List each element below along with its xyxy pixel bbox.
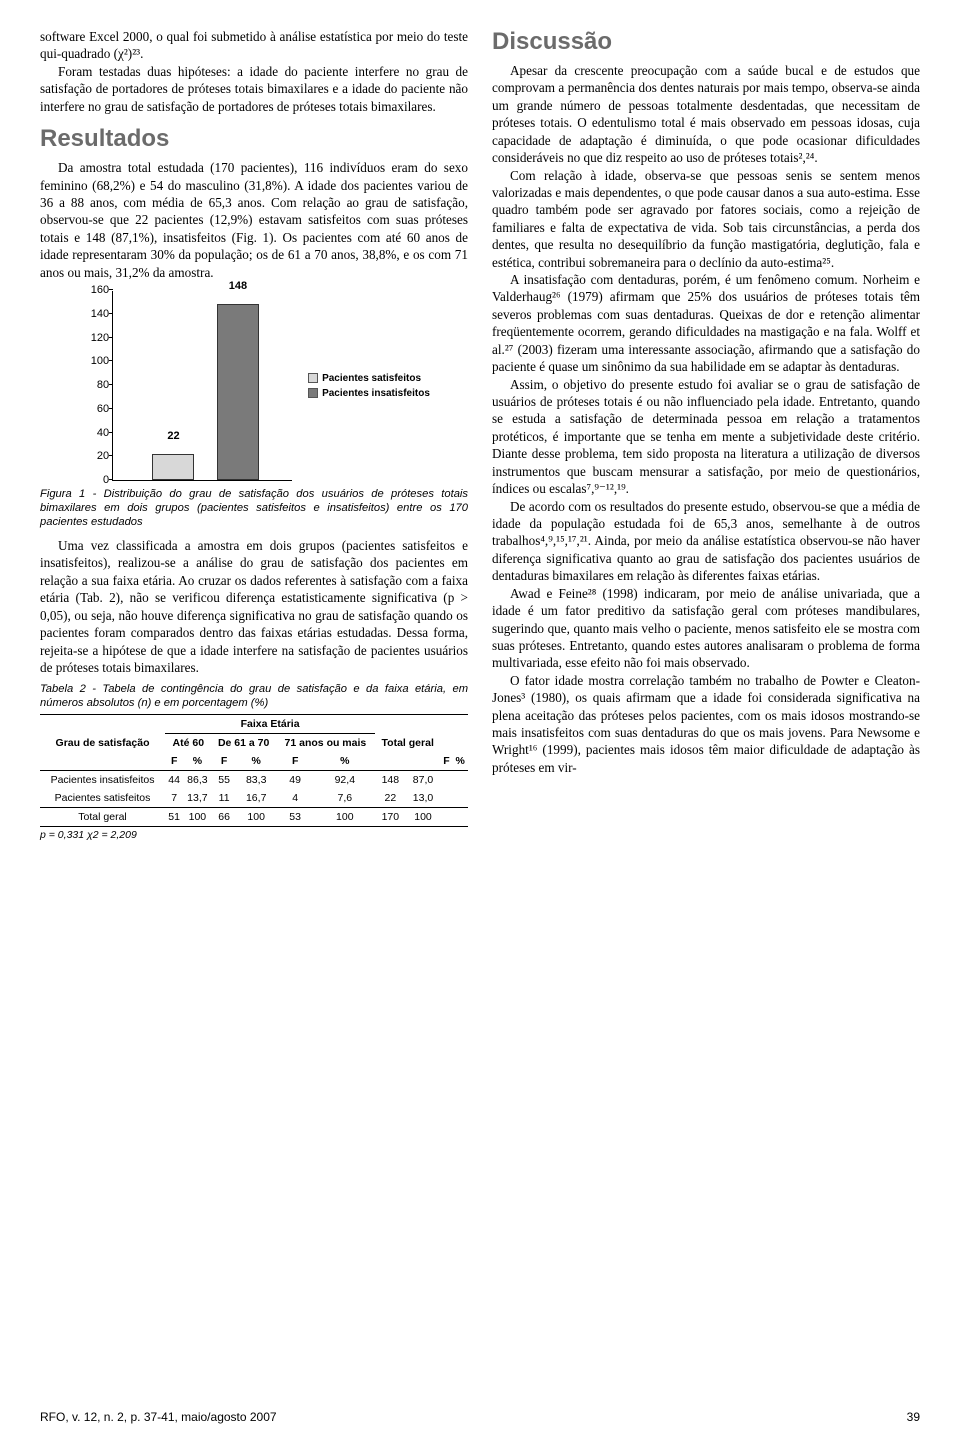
th-percent: % (237, 752, 276, 771)
th-age-2: De 61 a 70 (212, 734, 276, 753)
resultados-paragraph-1: Da amostra total estudada (170 pacientes… (40, 159, 468, 281)
data-cell: 100 (406, 808, 441, 827)
data-cell: 170 (375, 808, 406, 827)
chart-bar (152, 454, 194, 480)
figure-caption-lead: Figura 1 - (40, 488, 104, 500)
y-axis-tick-label: 20 (83, 450, 109, 462)
data-cell: 4 (276, 789, 315, 808)
th-total: Total geral (375, 715, 440, 771)
discussao-p4: Assim, o objetivo do presente estudo foi… (492, 376, 920, 498)
discussao-p1: Apesar da crescente preocupação com a sa… (492, 62, 920, 167)
y-axis-tick-label: 40 (83, 427, 109, 439)
data-cell: 66 (212, 808, 237, 827)
legend-item: Pacientes satisfeitos (308, 372, 430, 385)
data-cell: 16,7 (237, 789, 276, 808)
resultados-paragraph-2: Uma vez classificada a amostra em dois g… (40, 537, 468, 676)
footer-page-number: 39 (907, 1410, 920, 1424)
data-cell: 83,3 (237, 771, 276, 790)
row-label-cell: Pacientes insatisfeitos (40, 771, 165, 790)
y-axis-tick-label: 60 (83, 403, 109, 415)
chart-bar-label: 148 (229, 280, 247, 292)
discussao-p2: Com relação à idade, observa-se que pess… (492, 167, 920, 272)
bar-chart: 02040608010012014016022148 (112, 291, 292, 481)
chart-bar-label: 22 (167, 430, 179, 442)
table-2-caption: Tabela 2 - Tabela de contingência do gra… (40, 682, 468, 710)
table-2: Grau de satisfação Faixa Etária Total ge… (40, 714, 468, 827)
intro-paragraph-2: Foram testadas duas hipóteses: a idade d… (40, 63, 468, 115)
legend-item: Pacientes insatisfeitos (308, 387, 430, 400)
legend-label: Pacientes insatisfeitos (322, 387, 430, 400)
legend-label: Pacientes satisfeitos (322, 372, 421, 385)
discussao-p7: O fator idade mostra correlação também n… (492, 672, 920, 777)
data-cell: 11 (212, 789, 237, 808)
page-footer: RFO, v. 12, n. 2, p. 37-41, maio/agosto … (40, 1410, 920, 1424)
discussao-p3: A insatisfação com dentaduras, porém, é … (492, 271, 920, 376)
y-axis-tick-label: 80 (83, 379, 109, 391)
data-cell: 51 (165, 808, 183, 827)
data-cell: 86,3 (183, 771, 211, 790)
left-column: software Excel 2000, o qual foi submetid… (40, 28, 468, 841)
th-percent: % (315, 752, 376, 771)
table-caption-text: Tabela de contingência do grau de satisf… (40, 683, 468, 709)
row-label-cell: Pacientes satisfeitos (40, 789, 165, 808)
th-F: F (212, 752, 237, 771)
table-row: Total geral511006610053100170100 (40, 808, 468, 827)
y-axis-tick-label: 120 (83, 332, 109, 344)
table-row: Pacientes insatisfeitos4486,35583,34992,… (40, 771, 468, 790)
th-row-header: Grau de satisfação (40, 715, 165, 771)
table-caption-lead: Tabela 2 - (40, 683, 102, 695)
y-axis-tick-label: 140 (83, 308, 109, 320)
data-cell: 148 (375, 771, 406, 790)
data-cell: 100 (237, 808, 276, 827)
legend-swatch (308, 373, 318, 383)
th-F: F (276, 752, 315, 771)
resultados-heading: Resultados (40, 125, 468, 153)
data-cell: 100 (315, 808, 376, 827)
data-cell: 53 (276, 808, 315, 827)
data-cell: 7 (165, 789, 183, 808)
th-age-1: Até 60 (165, 734, 212, 753)
y-axis-tick-label: 160 (83, 284, 109, 296)
figure-1: 02040608010012014016022148 Pacientes sat… (40, 291, 468, 529)
intro-paragraph-1: software Excel 2000, o qual foi submetid… (40, 28, 468, 63)
discussao-p5: De acordo com os resultados do presente … (492, 498, 920, 585)
data-cell: 55 (212, 771, 237, 790)
chart-legend: Pacientes satisfeitos Pacientes insatisfe… (302, 366, 436, 406)
y-axis-tick-label: 100 (83, 355, 109, 367)
footer-citation: RFO, v. 12, n. 2, p. 37-41, maio/agosto … (40, 1410, 277, 1424)
row-label-cell: Total geral (40, 808, 165, 827)
data-cell: 49 (276, 771, 315, 790)
discussao-p6: Awad e Feine²⁸ (1998) indicaram, por mei… (492, 585, 920, 672)
y-axis-tick-label: 0 (83, 474, 109, 486)
data-cell: 22 (375, 789, 406, 808)
data-cell: 87,0 (406, 771, 441, 790)
figure-caption-text: Distribuição do grau de satisfação dos u… (40, 488, 468, 528)
th-percent: % (452, 752, 468, 771)
p-value-note: p = 0,331 χ2 = 2,209 (40, 829, 468, 841)
data-cell: 13,7 (183, 789, 211, 808)
th-age-3: 71 anos ou mais (276, 734, 375, 753)
th-faixa-etaria: Faixa Etária (165, 715, 375, 734)
data-cell: 92,4 (315, 771, 376, 790)
data-cell: 100 (183, 808, 211, 827)
chart-bar (217, 304, 259, 480)
right-column: Discussão Apesar da crescente preocupaçã… (492, 28, 920, 841)
figure-1-caption: Figura 1 - Distribuição do grau de satis… (40, 487, 468, 529)
data-cell: 13,0 (406, 789, 441, 808)
data-cell: 7,6 (315, 789, 376, 808)
discussao-heading: Discussão (492, 28, 920, 56)
th-F: F (440, 752, 452, 771)
data-cell: 44 (165, 771, 183, 790)
th-F: F (165, 752, 183, 771)
th-percent: % (183, 752, 211, 771)
legend-swatch (308, 388, 318, 398)
table-row: Pacientes satisfeitos713,71116,747,62213… (40, 789, 468, 808)
